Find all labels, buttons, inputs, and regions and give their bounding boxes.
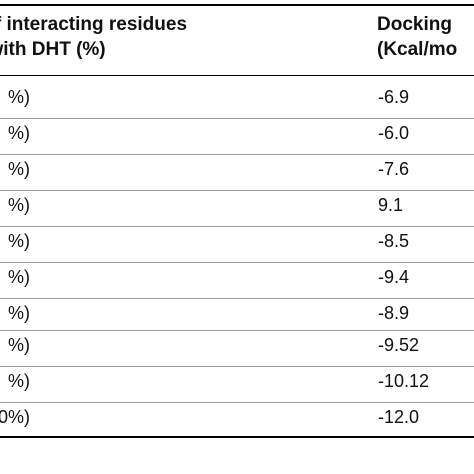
row-divider <box>0 330 474 331</box>
table-cell-docking: -6.9 <box>378 87 410 107</box>
table-cell-residues: %) <box>8 335 30 355</box>
table-cell-docking: -8.5 <box>378 231 410 251</box>
table-cell-docking: 9.1 <box>378 195 404 215</box>
row-divider <box>0 190 474 191</box>
row-divider <box>0 262 474 263</box>
header-docking-energy: Docking (Kcal/mo <box>377 12 457 62</box>
table-cell-docking: -6.0 <box>378 123 410 143</box>
table-cell-docking: -8.9 <box>378 303 410 323</box>
table-cell-docking: -9.4 <box>378 267 410 287</box>
table-cell-residues: %) <box>8 159 30 179</box>
table-cell-residues: %) <box>8 303 30 323</box>
table-cell-residues: %) <box>8 195 30 215</box>
table-cell-docking: -7.6 <box>378 159 410 179</box>
table-top-rule <box>0 4 474 6</box>
table-cell-docking: -9.52 <box>378 335 420 355</box>
table-cell-residues: 0%) <box>0 407 30 427</box>
header-col2-line2: (Kcal/mo <box>377 39 458 60</box>
row-divider <box>0 118 474 119</box>
header-col1-line1: er of interacting residues <box>0 14 188 35</box>
table-cell-docking: -10.12 <box>378 371 430 391</box>
table-cell-residues: %) <box>8 267 30 287</box>
row-divider <box>0 366 474 367</box>
table-cell-residues: %) <box>8 371 30 391</box>
table-cell-residues: %) <box>8 87 30 107</box>
row-divider <box>0 298 474 299</box>
table-bottom-rule <box>0 436 474 438</box>
row-divider <box>0 402 474 403</box>
header-interacting-residues: er of interacting residues on with DHT (… <box>0 12 187 62</box>
header-bottom-rule <box>0 75 474 76</box>
table-cell-residues: %) <box>8 123 30 143</box>
row-divider <box>0 226 474 227</box>
header-col2-line1: Docking <box>377 14 452 35</box>
table-cell-residues: %) <box>8 231 30 251</box>
header-col1-line2: on with DHT (%) <box>0 39 106 60</box>
table-cell-docking: -12.0 <box>378 407 420 427</box>
row-divider <box>0 154 474 155</box>
